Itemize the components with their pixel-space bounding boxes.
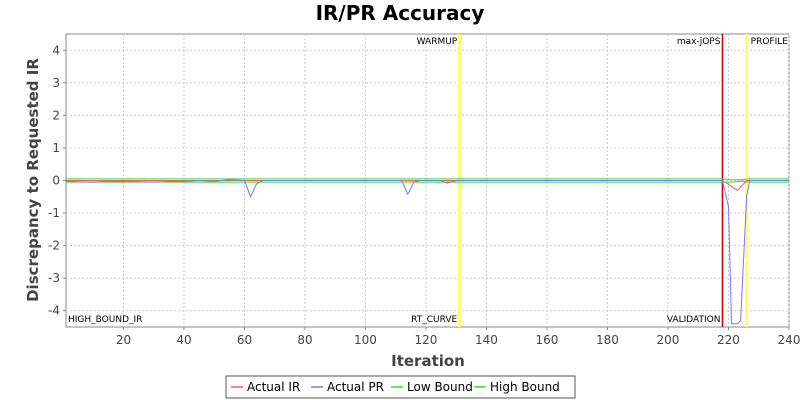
x-tick-label: 80 (297, 333, 312, 347)
phase-marker-label: VALIDATION (667, 315, 721, 325)
x-tick-label: 160 (536, 333, 559, 347)
legend-label: Actual IR (247, 380, 300, 394)
x-tick-label: 40 (176, 333, 191, 347)
y-tick-label: -2 (48, 239, 60, 253)
x-axis-label: Iteration (391, 352, 465, 370)
series-lines (65, 178, 789, 325)
phase-marker-label: WARMUP (417, 37, 458, 47)
series-line-actual-pr (65, 179, 789, 325)
y-tick-label: 1 (52, 141, 60, 155)
x-tick-label: 120 (415, 333, 438, 347)
phase-marker-label: RT_CURVE (411, 315, 457, 325)
legend-label: Low Bound (407, 380, 473, 394)
grid-lines (66, 34, 790, 327)
y-tick-label: 4 (52, 43, 60, 57)
x-tick-label: 20 (116, 333, 131, 347)
y-tick-label: 0 (52, 174, 60, 188)
legend-label: Actual PR (327, 380, 384, 394)
y-tick-label: 2 (52, 108, 60, 122)
x-tick-label: 220 (717, 333, 740, 347)
x-tick-label: 140 (475, 333, 498, 347)
y-tick-label: 3 (52, 76, 60, 90)
y-ticks: -4 -3 -2 -1 0 1 2 3 4 (48, 43, 66, 318)
y-axis-label: Discrepancy to Requested IR (24, 58, 42, 302)
phase-marker-label: max-jOPS (677, 37, 721, 47)
x-ticks: 20 40 60 80 100 120 140 160 180 200 220 240 (116, 327, 800, 347)
x-tick-label: 200 (657, 333, 680, 347)
legend: Actual IR Actual PR Low Bound High Bound (225, 375, 576, 399)
x-tick-label: 60 (237, 333, 252, 347)
x-tick-label: 180 (596, 333, 619, 347)
series-line-high-bound (66, 178, 789, 181)
legend-label: High Bound (490, 380, 560, 394)
y-tick-label: -3 (48, 271, 60, 285)
phase-marker-label: PROFILE (751, 37, 789, 47)
corner-annotation: HIGH_BOUND_IR (68, 315, 142, 325)
y-tick-label: -4 (48, 304, 60, 318)
chart-title: IR/PR Accuracy (316, 1, 485, 25)
y-tick-label: -1 (48, 206, 60, 220)
x-tick-label: 240 (778, 333, 800, 347)
x-tick-label: 100 (354, 333, 377, 347)
